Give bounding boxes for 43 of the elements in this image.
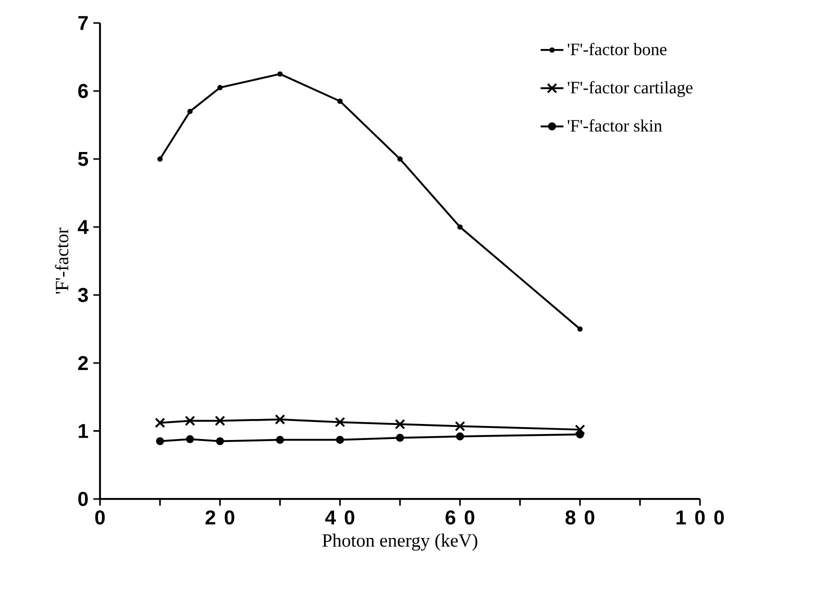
point [397, 156, 403, 162]
point [274, 414, 286, 425]
x-tick-label: 2 0 [206, 510, 234, 525]
x-tick-label: 1 0 0 [676, 510, 724, 525]
point [454, 421, 466, 432]
point [154, 418, 166, 428]
point [337, 98, 343, 104]
point [456, 432, 464, 440]
point [576, 430, 584, 438]
point [394, 419, 406, 430]
y-tick-label: 5 [78, 152, 88, 166]
point [336, 436, 344, 444]
y-tick-label: 6 [78, 84, 88, 98]
point [217, 84, 223, 90]
point [186, 435, 194, 444]
point [216, 437, 224, 446]
point [157, 156, 163, 162]
legend-label: 'F'-factor bone [568, 42, 666, 56]
point [156, 437, 164, 446]
y-tick-label: 7 [78, 16, 88, 30]
x-tick-label: 0 [95, 510, 105, 525]
y-tick-label: 1 [78, 424, 88, 438]
point [577, 326, 583, 332]
y-tick-label: 4 [78, 220, 89, 234]
x-tick-label: 8 0 [566, 510, 594, 525]
y-tick-label: 2 [78, 356, 88, 370]
legend-label: 'F'-factor cartilage [568, 81, 692, 98]
y-tick-label: 0 [78, 492, 88, 506]
y-axis-title: 'F'-factor [55, 228, 68, 294]
point [184, 416, 196, 426]
point [187, 108, 193, 114]
point [396, 434, 404, 442]
point [574, 424, 586, 435]
point [457, 224, 463, 230]
legend-label: 'F'-factor skin [568, 119, 662, 132]
x-tick-label: 6 0 [446, 510, 474, 525]
x-tick-label: 4 0 [325, 510, 354, 525]
point [214, 416, 226, 426]
point [334, 416, 346, 428]
x-axis-title: Photon energy (keV) [322, 534, 478, 551]
y-tick-label: 3 [78, 288, 88, 302]
point [276, 436, 284, 444]
point [277, 71, 283, 77]
